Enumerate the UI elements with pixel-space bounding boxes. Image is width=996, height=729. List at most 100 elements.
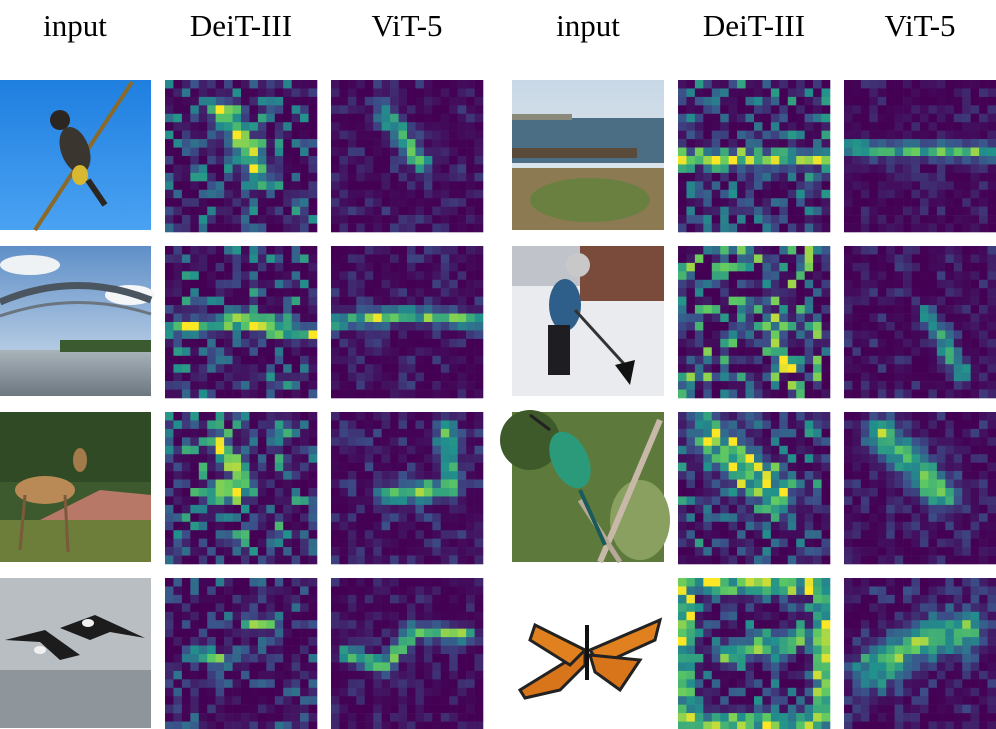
heat-cell — [894, 80, 904, 89]
heat-cell — [331, 547, 340, 556]
heat-cell — [474, 578, 484, 587]
heat-cell — [962, 504, 971, 514]
heat-cell — [787, 139, 797, 148]
heat-cell — [987, 620, 996, 629]
heat-cell — [257, 88, 267, 98]
heat-cell — [207, 305, 216, 314]
heat-cell — [979, 130, 988, 140]
heat-cell — [745, 338, 755, 348]
heat-cell — [962, 445, 971, 455]
heat-cell — [274, 389, 284, 399]
heat-cell — [457, 330, 467, 340]
heat-cell — [754, 521, 763, 531]
heat-cell — [970, 389, 980, 399]
heat-cell — [249, 381, 259, 390]
heat-cell — [703, 181, 713, 191]
heat-cell — [440, 198, 450, 207]
heat-cell — [381, 670, 391, 680]
heat-cell — [886, 164, 895, 174]
heat-cell — [953, 586, 963, 596]
heat-cell — [962, 420, 971, 430]
heat-cell — [796, 696, 805, 705]
heat-cell — [796, 147, 805, 157]
heat-cell — [190, 372, 200, 382]
heat-cell — [703, 586, 713, 596]
heat-cell — [224, 172, 233, 182]
heat-cell — [920, 471, 929, 480]
heat-cell — [181, 428, 191, 438]
heat-cell — [678, 279, 687, 289]
heat-cell — [381, 164, 391, 174]
heat-cell — [190, 670, 200, 680]
heat-cell — [728, 80, 738, 89]
heat-cell — [415, 696, 425, 705]
heat-cell — [407, 372, 416, 382]
heat-cell — [173, 555, 183, 565]
heat-cell — [300, 305, 309, 314]
heat-cell — [356, 156, 366, 165]
heat-cell — [678, 96, 687, 106]
heat-cell — [474, 105, 484, 115]
heat-cell — [457, 381, 467, 390]
heat-cell — [844, 445, 853, 455]
heat-cell — [198, 704, 208, 714]
heat-cell — [720, 122, 729, 131]
heat-cell — [423, 428, 433, 438]
heat-cell — [962, 96, 971, 106]
heat-cell — [266, 88, 276, 98]
heat-cell — [762, 122, 772, 131]
heat-cell — [466, 488, 475, 497]
heat-cell — [347, 122, 357, 131]
heat-cell — [720, 88, 729, 98]
heat-cell — [215, 471, 225, 480]
heat-cell — [928, 338, 938, 348]
heat-cell — [266, 586, 276, 596]
heat-cell — [737, 704, 746, 714]
heat-cell — [821, 696, 831, 705]
heat-cell — [813, 578, 822, 587]
heat-cell — [860, 454, 870, 463]
heat-cell — [474, 80, 484, 89]
heat-cell — [249, 704, 259, 714]
heat-cell — [813, 254, 822, 264]
heat-cell — [407, 330, 416, 340]
heat-cell — [291, 437, 301, 447]
heat-cell — [779, 262, 789, 272]
heat-cell — [703, 246, 713, 255]
heat-cell — [300, 271, 309, 281]
heat-cell — [869, 147, 879, 157]
heat-cell — [877, 428, 887, 438]
heat-cell — [165, 296, 174, 306]
heat-cell — [694, 530, 704, 539]
heat-cell — [911, 330, 921, 340]
heat-cell — [390, 479, 399, 489]
heat-cell — [779, 381, 789, 390]
heat-cell — [390, 645, 399, 655]
heat-cell — [953, 254, 963, 264]
heat-cell — [953, 80, 963, 89]
heat-cell — [373, 355, 382, 365]
heat-cell — [754, 338, 763, 348]
heat-cell — [190, 696, 200, 705]
heat-cell — [711, 288, 721, 297]
heat-cell — [920, 381, 929, 390]
heat-cell — [373, 305, 382, 314]
heat-cell — [945, 628, 955, 638]
heat-cell — [165, 530, 174, 539]
heat-cell — [423, 645, 433, 655]
heat-cell — [886, 389, 895, 399]
heat-cell — [432, 645, 442, 655]
heat-cell — [796, 555, 805, 565]
heat-cell — [979, 288, 988, 297]
heat-cell — [415, 611, 425, 621]
heat-cell — [224, 488, 233, 497]
heat-cell — [813, 454, 822, 463]
heat-cell — [232, 246, 242, 255]
heat-cell — [979, 412, 988, 421]
heat-cell — [686, 496, 696, 506]
heat-cell — [945, 172, 955, 182]
heat-cell — [869, 594, 879, 604]
heat-cell — [686, 271, 696, 281]
heat-cell — [466, 88, 475, 98]
